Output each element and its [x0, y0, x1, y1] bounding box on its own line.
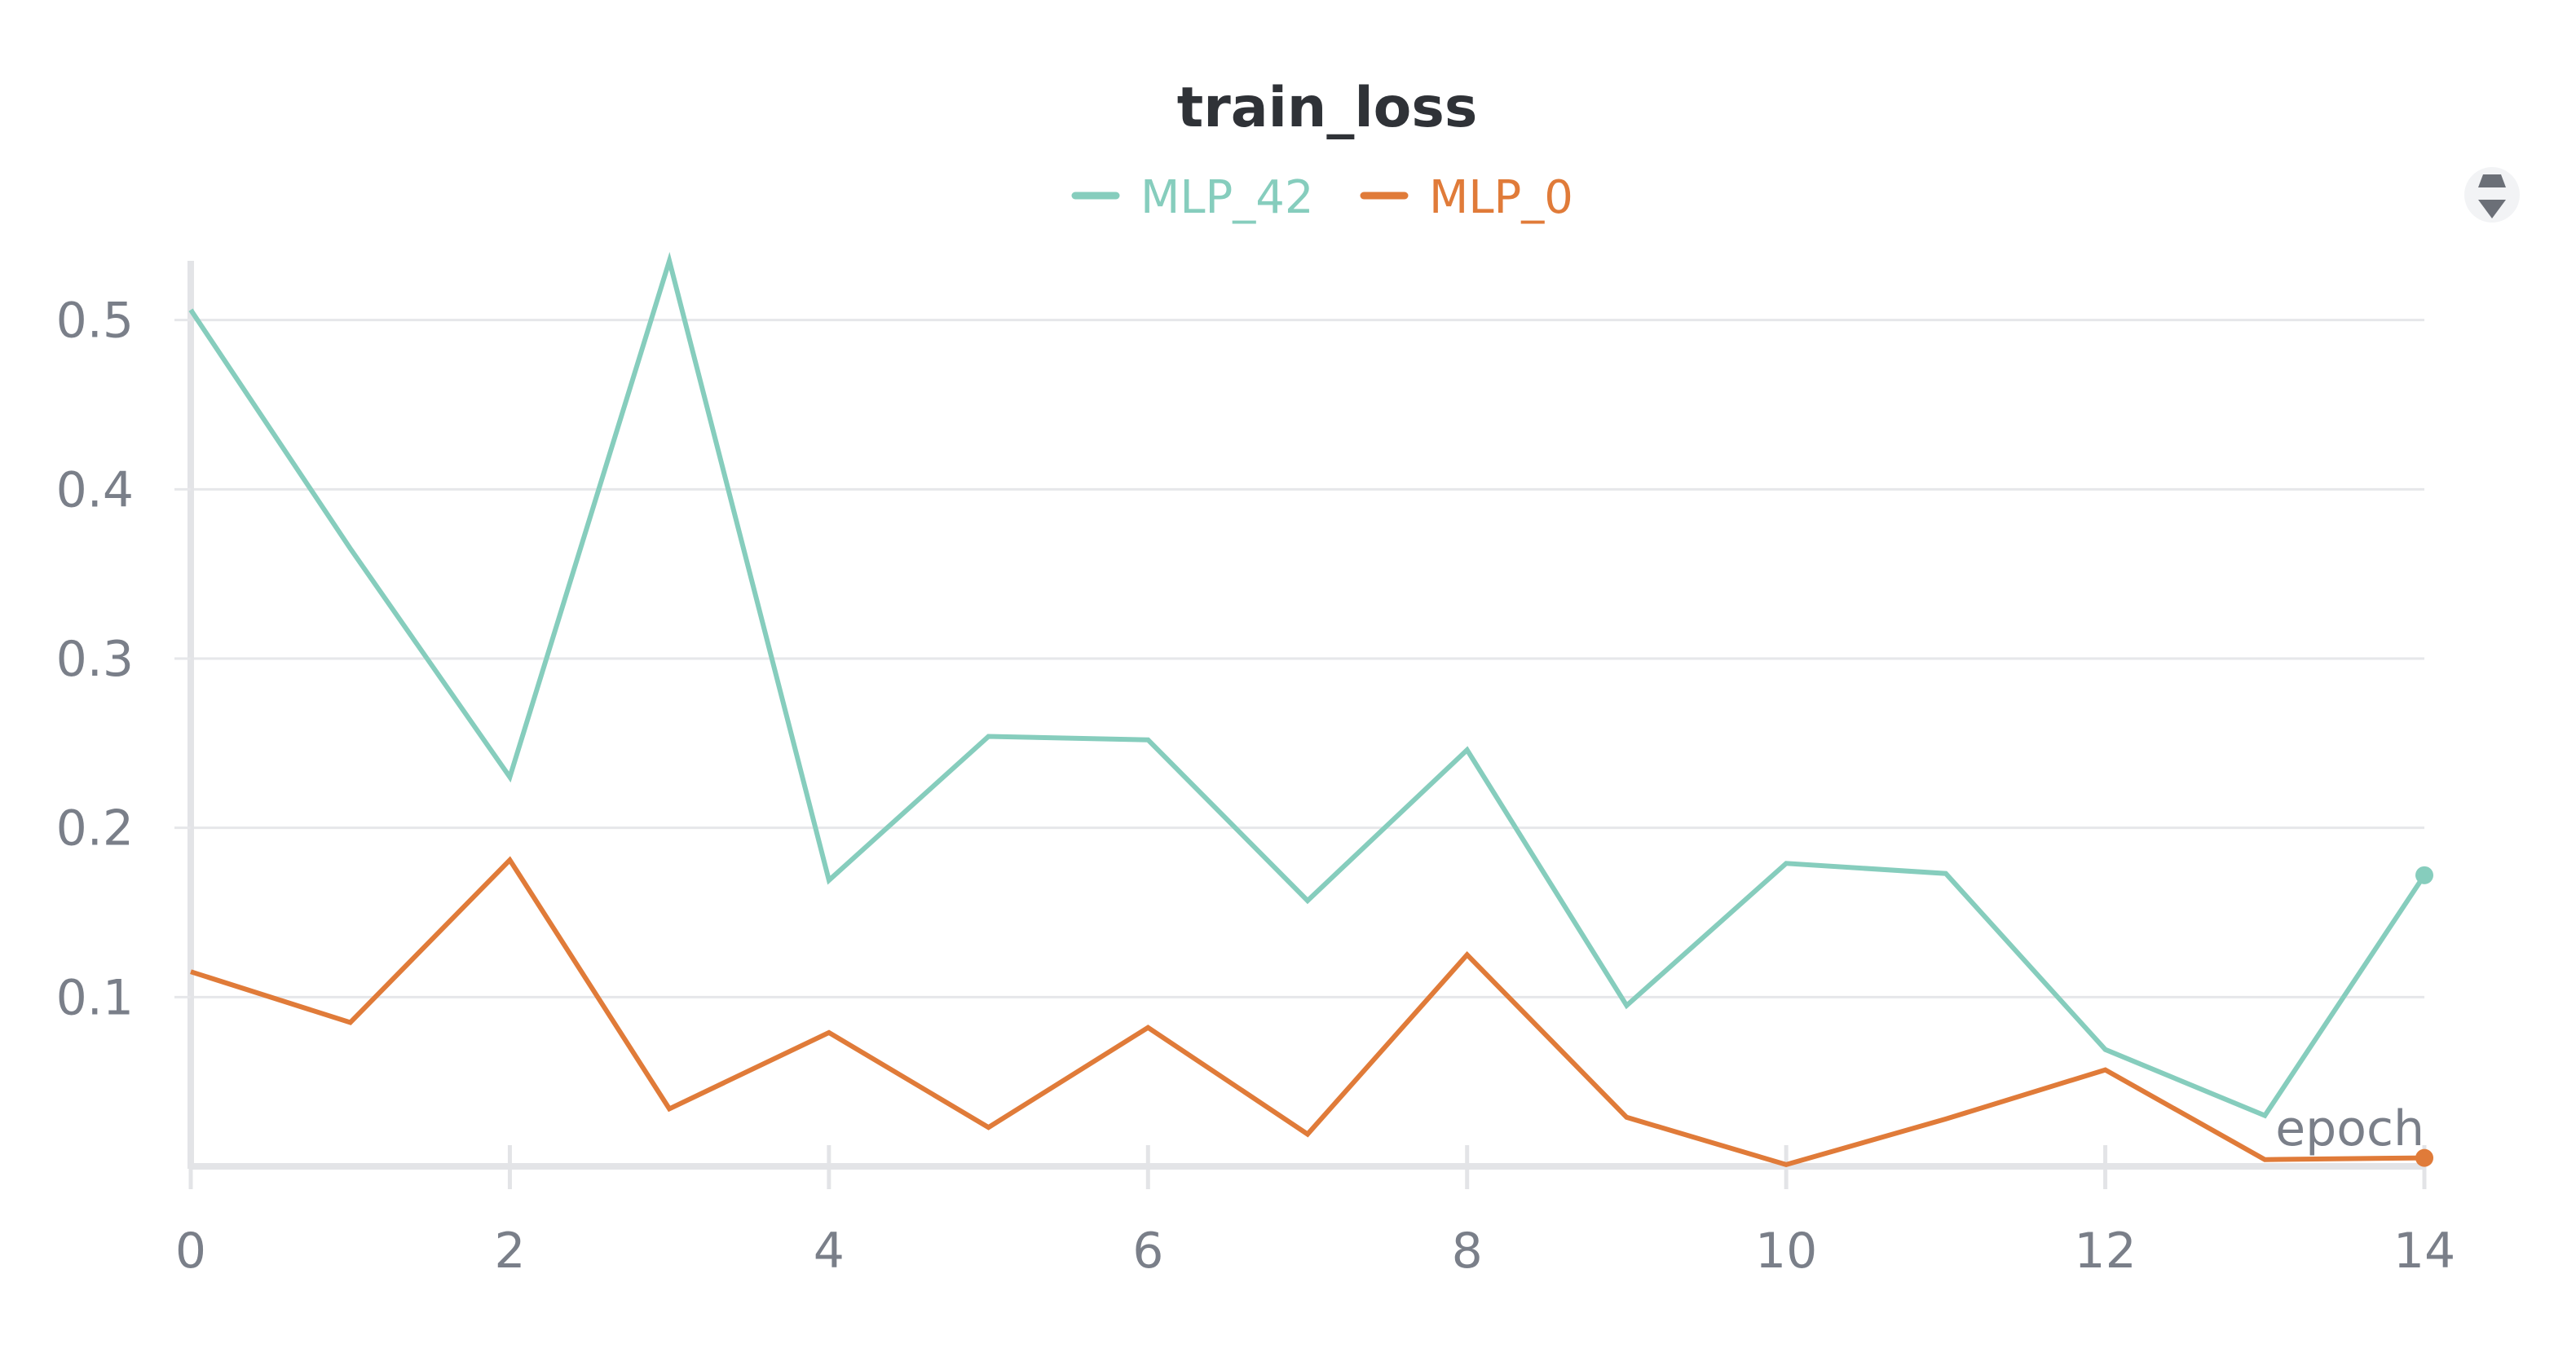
x-tick-label: 10 [1755, 1223, 1817, 1280]
legend-toggle-button[interactable] [2464, 167, 2520, 223]
y-tick-label: 0.4 [56, 461, 134, 518]
series-end-point-mlp-42 [2415, 866, 2433, 884]
legend-label: MLP_42 [1140, 171, 1314, 224]
series-layer [188, 251, 2433, 1168]
legend: MLP_42 MLP_0 [1071, 171, 1573, 224]
y-tick-label: 0.1 [56, 969, 134, 1026]
legend-item-mlp-0[interactable]: MLP_0 [1360, 171, 1573, 224]
x-axis-ticks: 0 2 4 6 8 10 12 14 [175, 1145, 2455, 1280]
x-tick-label: 4 [814, 1223, 845, 1280]
series-end-point-mlp-0 [2415, 1148, 2433, 1167]
series-line-mlp-0 [190, 856, 2425, 1168]
legend-item-mlp-42[interactable]: MLP_42 [1071, 171, 1314, 224]
x-tick-label: 0 [175, 1223, 206, 1280]
x-tick-label: 12 [2074, 1223, 2136, 1280]
chart-title: train_loss [1177, 76, 1478, 140]
x-tick-label: 6 [1132, 1223, 1163, 1280]
y-tick-label: 0.2 [56, 800, 134, 857]
legend-label: MLP_0 [1429, 171, 1573, 224]
axes [187, 261, 2424, 1170]
x-axis-title: epoch [2275, 1100, 2424, 1157]
series-line-mlp-42 [188, 251, 2427, 1119]
sort-arrows-icon [2478, 174, 2506, 187]
y-tick-label: 0.3 [56, 631, 134, 688]
y-axis-ticks: 0.1 0.2 0.3 0.4 0.5 [56, 293, 191, 1026]
sort-arrows-icon [2478, 200, 2506, 218]
x-tick-label: 2 [494, 1223, 525, 1280]
x-tick-label: 14 [2393, 1223, 2455, 1280]
grid-lines [191, 319, 2424, 998]
y-tick-label: 0.5 [56, 293, 134, 350]
x-tick-label: 8 [1452, 1223, 1483, 1280]
